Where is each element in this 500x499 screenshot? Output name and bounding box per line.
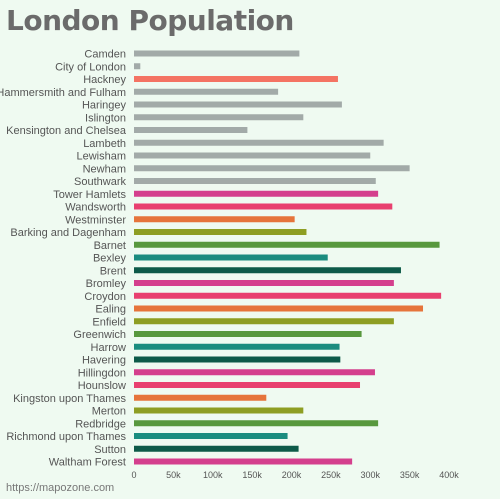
category-label: City of London: [55, 61, 126, 73]
x-tick-label: 150k: [242, 470, 262, 480]
bar: [134, 254, 328, 261]
x-tick-label: 300k: [360, 470, 380, 480]
x-tick-label: 100k: [203, 470, 223, 480]
bar: [134, 433, 288, 439]
bar: [134, 88, 279, 95]
bar: [134, 394, 267, 401]
x-tick-label: 350k: [400, 470, 420, 480]
bar: [134, 101, 342, 108]
bar: [134, 241, 440, 248]
category-label: Kingston upon Thames: [13, 393, 126, 405]
x-tick-label: 0: [131, 470, 136, 480]
category-label: Hillingdon: [78, 367, 126, 379]
category-label: Barnet: [94, 240, 126, 252]
category-label: Bexley: [93, 253, 127, 265]
bar: [134, 190, 379, 197]
bar: [134, 420, 379, 427]
bar: [134, 152, 371, 159]
category-label: Barking and Dagenham: [10, 227, 126, 239]
bar: [134, 127, 248, 133]
category-label: Lewisham: [76, 151, 126, 163]
bar: [134, 203, 393, 210]
bars-layer: [134, 50, 442, 465]
category-label: Harrow: [91, 342, 127, 354]
x-axis-ticks: 0 50k 100k 150k 200k 250k 300k 350k 400k: [131, 470, 459, 480]
bar: [134, 280, 394, 286]
bar: [134, 343, 340, 350]
bar: [134, 369, 375, 376]
category-label: Kensington and Chelsea: [6, 125, 127, 137]
category-label: Waltham Forest: [49, 457, 126, 469]
bar: [134, 318, 394, 325]
x-tick-label: 250k: [321, 470, 341, 480]
bar: [134, 382, 361, 388]
bar: [134, 267, 401, 274]
bar: [134, 356, 341, 363]
category-label: Westminster: [65, 214, 126, 226]
category-label: Croydon: [84, 291, 126, 303]
chart-title: London Population: [6, 4, 294, 37]
bar: [134, 50, 300, 57]
category-label: Havering: [82, 355, 126, 367]
category-label: Richmond upon Thames: [6, 431, 126, 443]
x-tick-label: 50k: [166, 470, 181, 480]
category-label: Hackney: [83, 74, 126, 86]
bar: [134, 331, 362, 337]
source-url: https://mapozone.com: [6, 482, 115, 494]
bar: [134, 445, 299, 452]
category-label: Newham: [83, 163, 126, 175]
bar: [134, 76, 338, 82]
bar: [134, 139, 384, 146]
category-label: Ealing: [95, 304, 126, 316]
category-label: Tower Hamlets: [53, 189, 126, 201]
x-tick-label: 200k: [282, 470, 302, 480]
bar: [134, 305, 424, 312]
x-tick-label: 400k: [439, 470, 459, 480]
category-label: Camden: [84, 49, 126, 61]
bar: [134, 229, 307, 235]
category-label: Hammersmith and Fulham: [0, 87, 126, 99]
category-label: Islington: [85, 112, 126, 124]
category-label: Brent: [100, 265, 126, 277]
category-label: Merton: [92, 406, 126, 418]
bar: [134, 407, 304, 414]
bar: [134, 458, 353, 465]
category-label: Southwark: [74, 176, 126, 188]
bar: [134, 63, 141, 70]
category-label: Bromley: [86, 278, 127, 290]
category-label: Enfield: [92, 316, 126, 328]
category-label: Greenwich: [73, 329, 126, 341]
bar: [134, 165, 410, 172]
category-label: Hounslow: [78, 380, 126, 392]
category-label: Wandsworth: [65, 202, 126, 214]
bar: [134, 216, 295, 223]
bar: [134, 114, 304, 121]
bar: [134, 178, 376, 184]
category-label: Sutton: [94, 444, 126, 456]
bar: [134, 292, 442, 299]
category-label: Lambeth: [83, 138, 126, 150]
category-label: Redbridge: [75, 418, 126, 430]
category-label: Haringey: [82, 100, 127, 112]
